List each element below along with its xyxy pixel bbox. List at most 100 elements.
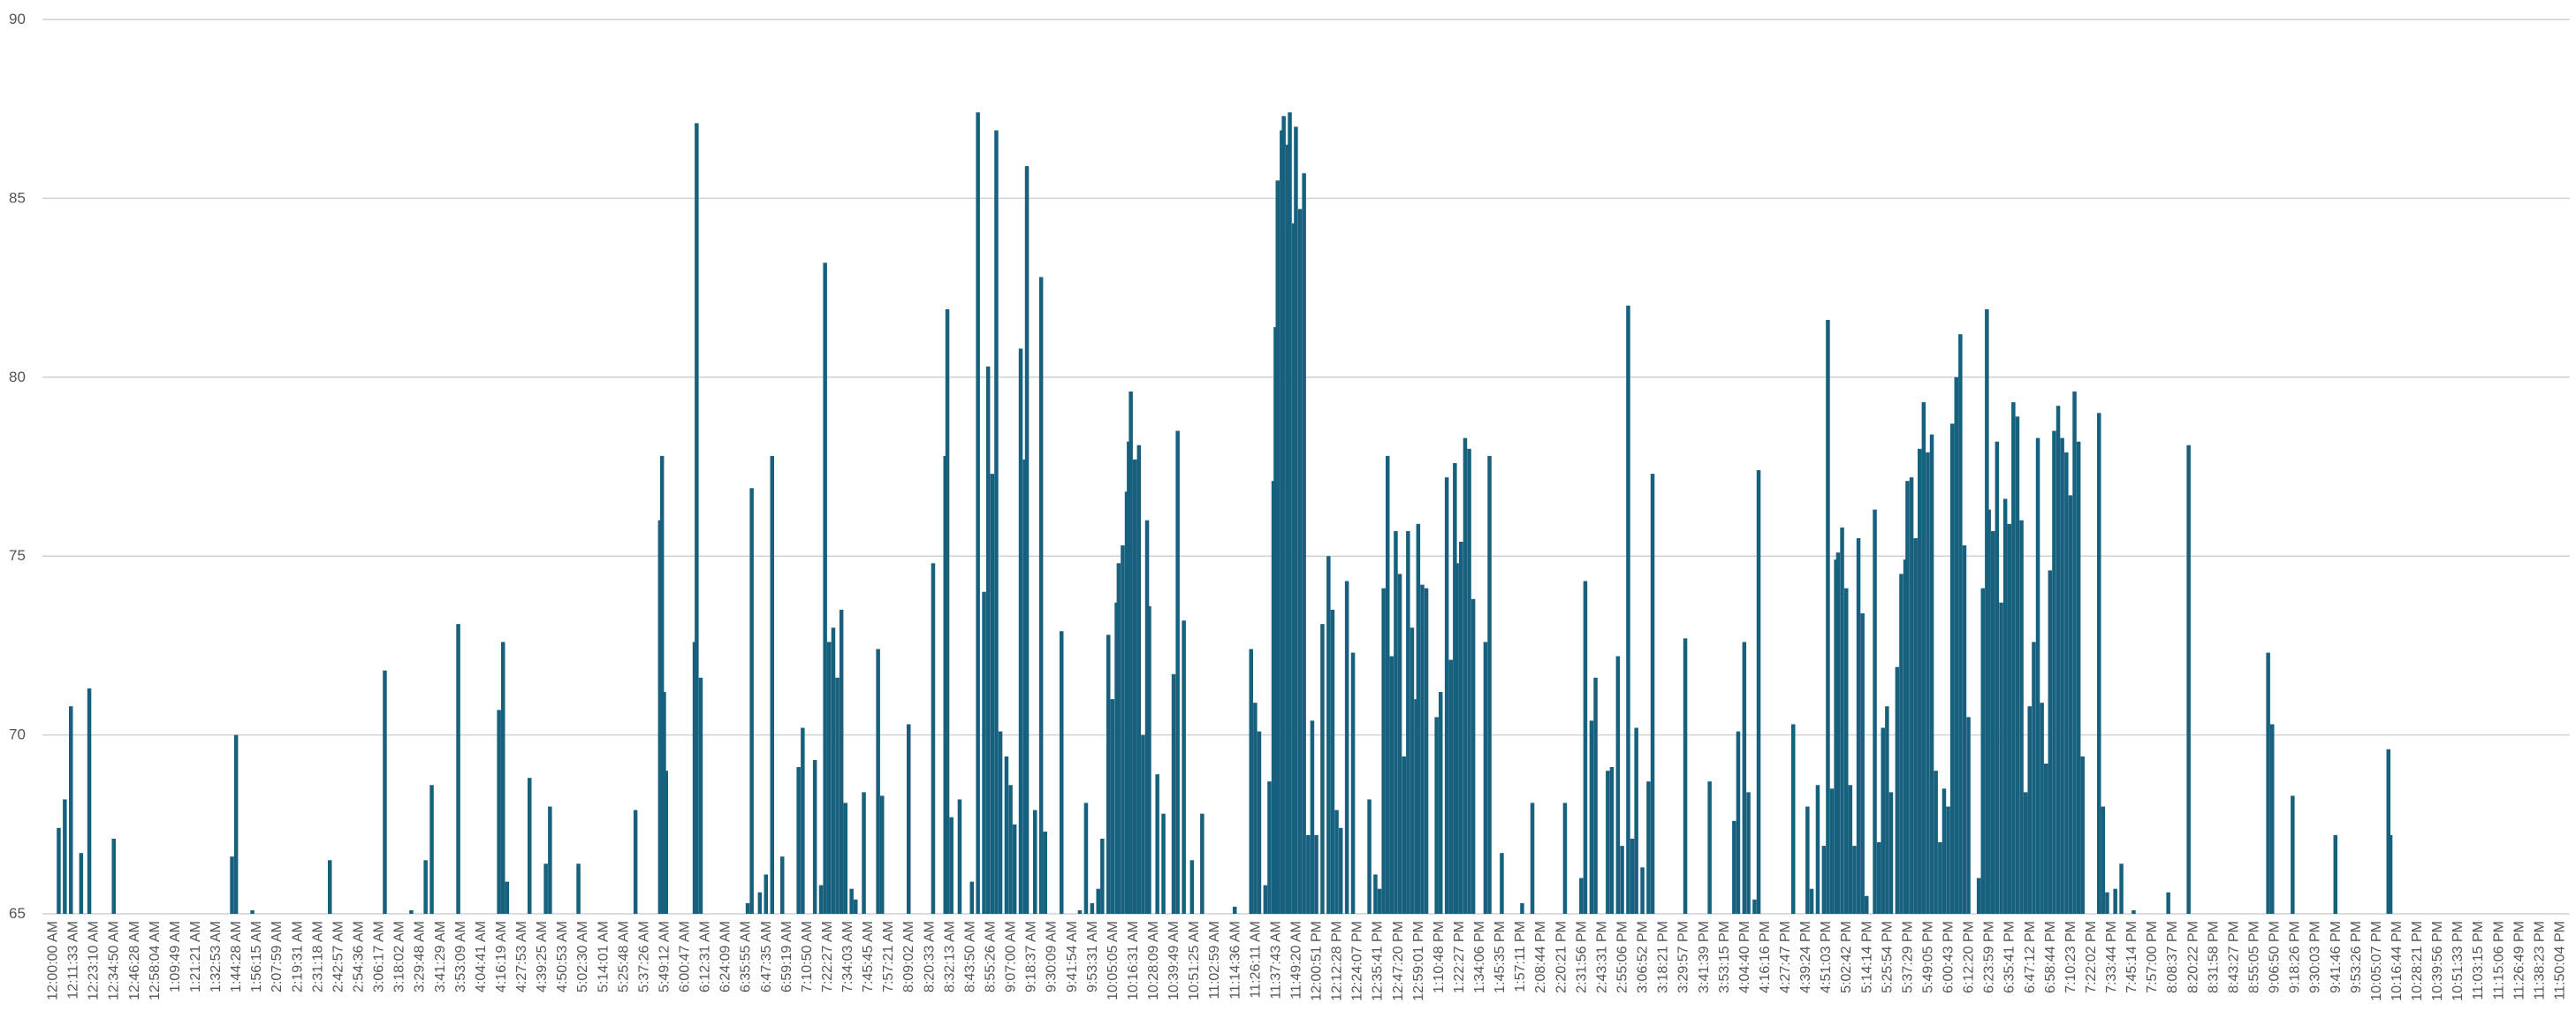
bar: [1520, 902, 1524, 914]
bar: [1995, 441, 2000, 914]
bar: [1848, 785, 1853, 914]
bar: [2064, 452, 2069, 914]
x-tick-label: 10:39:49 AM: [1166, 921, 1182, 1000]
bar: [2076, 441, 2081, 914]
x-tick-label: 5:14:14 PM: [1859, 921, 1874, 993]
x-tick-label: 6:00:47 AM: [678, 921, 693, 992]
x-tick-label: 6:35:55 AM: [739, 921, 754, 992]
bar: [1155, 774, 1159, 914]
bar: [1018, 348, 1023, 914]
x-tick-label: 6:47:12 PM: [2023, 921, 2038, 993]
y-tick-label: 80: [9, 369, 26, 385]
x-tick-label: 5:37:29 PM: [1900, 921, 1915, 993]
bar: [1562, 802, 1568, 914]
bar: [1470, 598, 1476, 914]
bar: [2011, 402, 2016, 915]
bar: [1294, 126, 1298, 914]
bar: [2060, 437, 2064, 915]
x-tick-label: 11:50:04 PM: [2553, 921, 2568, 1000]
bar: [1350, 652, 1356, 914]
bar: [998, 731, 1003, 914]
bar: [2007, 523, 2011, 914]
bar: [957, 799, 962, 914]
bar: [1909, 477, 1914, 914]
bar: [1634, 727, 1638, 914]
bar: [1583, 581, 1588, 914]
bar: [383, 670, 387, 914]
bar: [1683, 638, 1688, 914]
x-tick-label: 4:16:19 AM: [494, 921, 509, 992]
bar: [1829, 788, 1835, 914]
bar: [1100, 839, 1105, 914]
x-tick-label: 7:57:00 PM: [2145, 921, 2160, 993]
bar: [1444, 477, 1449, 914]
x-tick-label: 12:00:51 PM: [1310, 921, 1325, 1001]
x-tick-label: 11:37:43 AM: [1268, 921, 1283, 1000]
bar: [1161, 813, 1166, 914]
bar: [1865, 895, 1869, 914]
bar: [1271, 481, 1276, 914]
bar: [1302, 173, 1306, 915]
bar: [1121, 545, 1125, 914]
x-tick-label: 10:28:21 PM: [2410, 921, 2425, 1001]
x-tick-label: 6:59:19 AM: [779, 921, 794, 992]
bar: [1175, 430, 1180, 914]
bar: [812, 759, 817, 914]
x-tick-label: 11:03:15 PM: [2471, 921, 2486, 1000]
x-tick-label: 12:12:28 PM: [1330, 921, 1345, 1001]
x-tick-label: 1:09:49 AM: [168, 921, 183, 992]
x-tick-label: 6:23:59 PM: [1982, 921, 1997, 993]
bar: [633, 810, 638, 914]
bar: [1876, 842, 1881, 914]
bar: [1934, 771, 1938, 914]
x-tick-label: 5:49:12 AM: [657, 921, 672, 992]
bar: [1291, 223, 1296, 914]
bar: [945, 308, 950, 914]
x-tick-label: 6:47:35 AM: [759, 921, 774, 992]
bar: [849, 888, 854, 914]
bar: [1043, 831, 1047, 914]
bar: [1414, 699, 1418, 914]
bar: [1976, 878, 1981, 914]
x-tick-label: 7:22:02 PM: [2084, 921, 2099, 993]
bar: [69, 706, 73, 914]
bar: [1106, 635, 1111, 914]
x-tick-label: 1:44:28 AM: [229, 921, 244, 992]
x-tick-label: 2:42:57 AM: [331, 921, 346, 992]
bar: [1386, 455, 1390, 914]
bar: [2388, 834, 2393, 914]
bar: [831, 627, 836, 914]
gridlines: [42, 19, 2570, 915]
bar: [1840, 527, 1844, 914]
bar: [501, 642, 505, 914]
bar: [943, 455, 947, 914]
bar: [2048, 570, 2053, 914]
bar: [1004, 756, 1009, 914]
x-tick-label: 2:43:31 PM: [1594, 921, 1609, 993]
bar: [1593, 677, 1598, 914]
x-axis-tick-labels: 12:00:00 AM 12:11:33 AM 12:23:10 AM 12:34:5…: [46, 921, 2568, 1001]
bar: [659, 455, 665, 914]
bar: [2032, 642, 2036, 914]
bar: [1420, 584, 1425, 914]
bar: [1487, 455, 1492, 914]
x-tick-label: 5:14:01 AM: [596, 921, 611, 992]
bar: [757, 892, 763, 914]
y-axis-tick-labels: 65 70 75 80 85 90: [9, 11, 26, 922]
bar: [818, 885, 824, 914]
bar: [907, 724, 911, 914]
bar: [2113, 888, 2117, 914]
bar: [1090, 902, 1095, 914]
x-tick-label: 9:41:54 AM: [1065, 921, 1080, 992]
x-tick-label: 3:06:17 AM: [372, 921, 387, 992]
bar: [1999, 602, 2003, 914]
x-tick-label: 12:34:50 AM: [107, 921, 122, 1000]
bar: [1756, 470, 1761, 914]
x-tick-label: 7:10:23 PM: [2063, 921, 2078, 993]
bar: [1124, 491, 1129, 914]
x-tick-label: 7:34:03 AM: [840, 921, 855, 992]
x-tick-label: 3:18:02 AM: [392, 921, 407, 992]
bar: [1127, 441, 1131, 914]
bar: [1938, 842, 1942, 914]
